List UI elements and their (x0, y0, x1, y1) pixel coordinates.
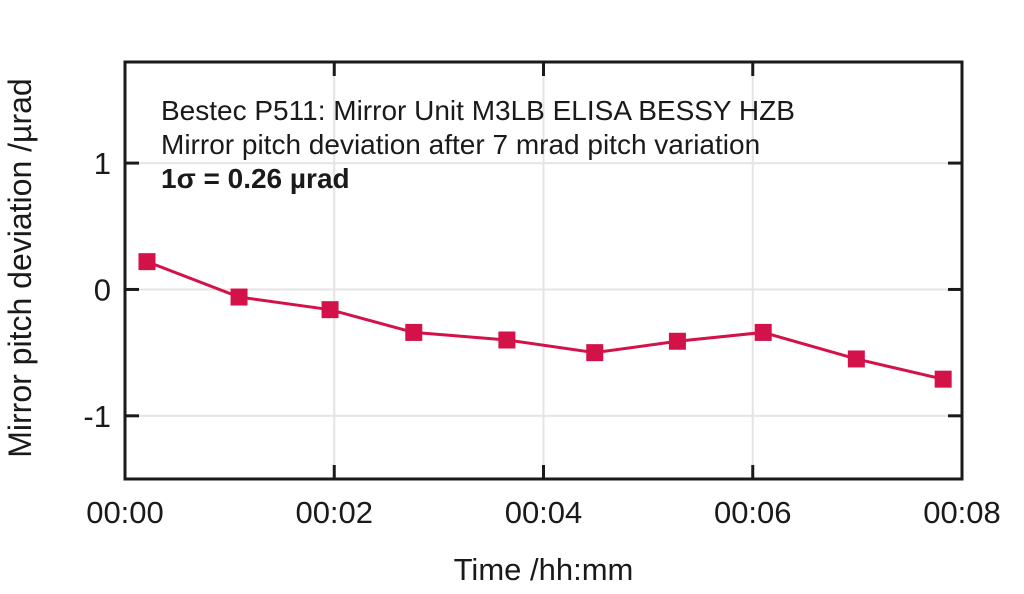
data-point-marker (668, 332, 686, 350)
chart-title-block: Bestec P511: Mirror Unit M3LB ELISA BESS… (161, 94, 795, 196)
data-point-marker (847, 350, 865, 368)
chart-title-line-2: Mirror pitch deviation after 7 mrad pitc… (161, 129, 761, 160)
chart-title-line-1: Bestec P511: Mirror Unit M3LB ELISA BESS… (161, 95, 795, 126)
data-point-marker (405, 323, 423, 341)
x-tick-label: 00:04 (505, 495, 583, 530)
x-tick-label: 00:06 (714, 495, 792, 530)
x-tick-label: 00:00 (86, 495, 164, 530)
data-point-marker (586, 344, 604, 362)
x-tick-label: 00:02 (295, 495, 373, 530)
y-axis-label: Mirror pitch deviation /µrad (2, 78, 38, 458)
y-tick-label: 1 (94, 146, 111, 181)
y-tick-label: 0 (94, 272, 111, 307)
data-point-marker (754, 323, 772, 341)
data-point-marker (138, 253, 156, 271)
data-point-marker (934, 370, 952, 388)
sigma-annotation: 1σ = 0.26 µrad (161, 163, 350, 194)
data-point-marker (321, 301, 339, 319)
x-tick-label: 00:08 (923, 495, 1001, 530)
data-line (146, 260, 944, 381)
data-point-marker (230, 288, 248, 306)
y-tick-label: -1 (83, 399, 111, 434)
x-axis-label: Time /hh:mm (453, 552, 634, 587)
data-point-marker (498, 331, 516, 349)
